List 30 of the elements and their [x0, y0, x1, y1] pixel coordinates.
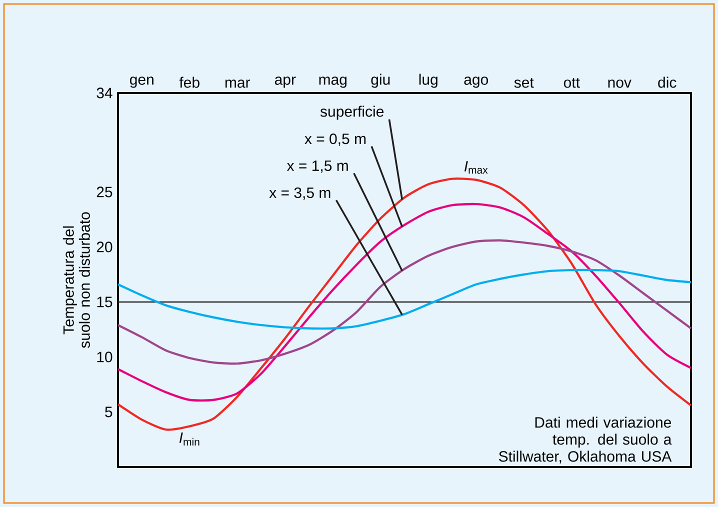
line-series — [116, 239, 692, 365]
y-tick-label: 34 — [96, 88, 112, 98]
line-series — [116, 268, 692, 330]
line-series — [116, 178, 692, 431]
x-tick-label: lug — [419, 74, 438, 88]
y-axis-title: Temperatura del suolo non disturbato — [62, 212, 90, 348]
y-tick-label: 5 — [105, 406, 112, 418]
x-tick-label: mag — [319, 76, 346, 88]
x-tick-label: giu — [371, 74, 390, 88]
x-tick-label: nov — [608, 80, 632, 88]
annotation: Dati medi variazione temp. del suolo a Stillwater, Oklahoma USA — [499, 416, 672, 464]
text: x = 3,5 m — [269, 187, 330, 200]
x-tick-label: mar — [225, 80, 250, 88]
x-tick-label: dic — [658, 76, 676, 88]
y-tick-label: 25 — [96, 186, 112, 198]
text: x = 0,5 m — [304, 134, 366, 146]
text: x = 1,5 m — [286, 160, 348, 173]
x-tick-label: ago — [464, 76, 488, 88]
y-tick-label: 15 — [97, 296, 112, 308]
x-tick-label: gen — [130, 76, 154, 88]
x-tick-label: feb — [179, 76, 200, 88]
text: superficie — [320, 106, 384, 120]
y-tick-label: 20 — [96, 242, 112, 252]
annotation: I$_{min}$ — [179, 432, 200, 446]
x-tick-label: ott — [564, 78, 580, 88]
y-tick-label: 10 — [97, 352, 112, 362]
x-tick-label: set — [514, 78, 534, 88]
annotation: I$_{max}$ — [464, 161, 488, 174]
line-series — [116, 202, 692, 402]
x-tick-label: apr — [274, 76, 296, 88]
